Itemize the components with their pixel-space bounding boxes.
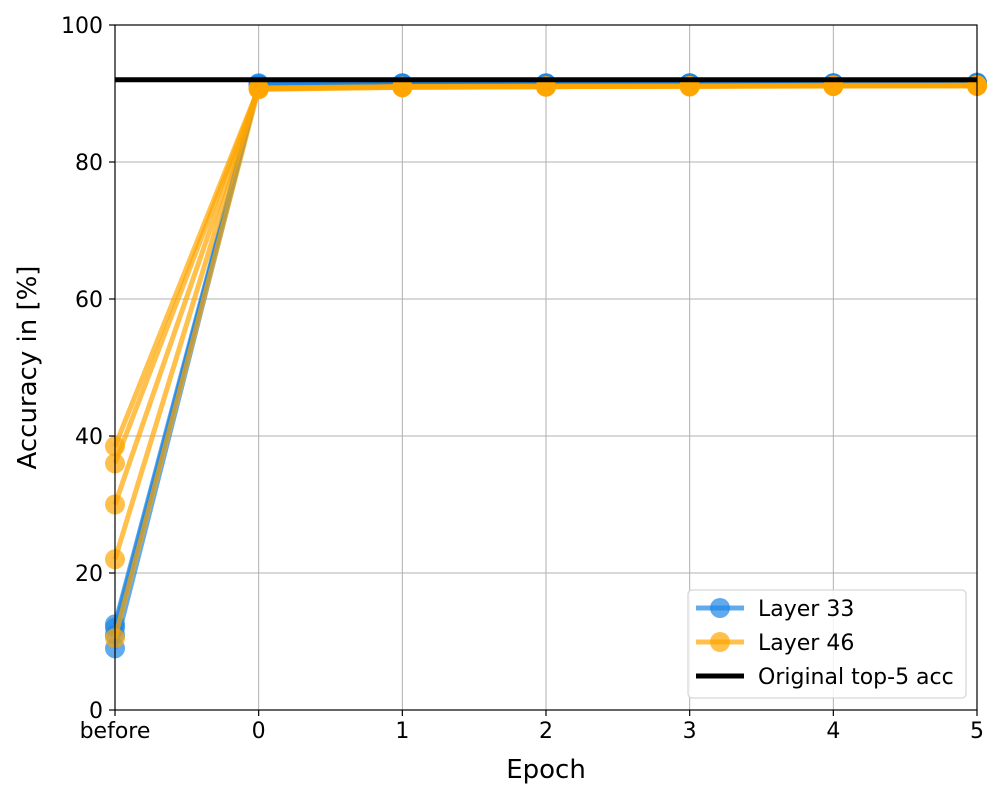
data-point — [248, 78, 269, 99]
y-axis-title: Accuracy in [%] — [13, 266, 43, 470]
x-tick-label: before — [80, 719, 151, 744]
x-tick-label: 3 — [683, 719, 697, 744]
x-tick-label: 5 — [970, 719, 984, 744]
y-tick-label: 100 — [61, 14, 103, 39]
data-point — [392, 77, 413, 98]
y-tick-label: 60 — [75, 288, 103, 313]
legend-item: Layer 46 — [696, 631, 854, 656]
x-tick-label: 0 — [252, 719, 266, 744]
legend-label: Layer 33 — [758, 597, 854, 622]
y-tick-label: 40 — [75, 425, 103, 450]
legend-label: Layer 46 — [758, 631, 854, 656]
legend-item: Original top-5 acc — [696, 665, 954, 690]
x-tick-label: 4 — [826, 719, 840, 744]
legend-box — [687, 589, 967, 699]
legend: Layer 33 Layer 46 Original top-5 acc — [687, 589, 967, 699]
x-tick-label: 1 — [395, 719, 409, 744]
y-tick-label: 20 — [75, 562, 103, 587]
legend-item: Layer 33 — [696, 597, 854, 622]
legend-marker — [710, 598, 730, 618]
legend-label: Original top-5 acc — [758, 665, 954, 690]
y-tick-label: 80 — [75, 151, 103, 176]
x-tick-label: 2 — [539, 719, 553, 744]
legend-marker — [710, 632, 730, 652]
x-axis-title: Epoch — [506, 755, 586, 785]
y-tick-label: 0 — [89, 699, 103, 724]
